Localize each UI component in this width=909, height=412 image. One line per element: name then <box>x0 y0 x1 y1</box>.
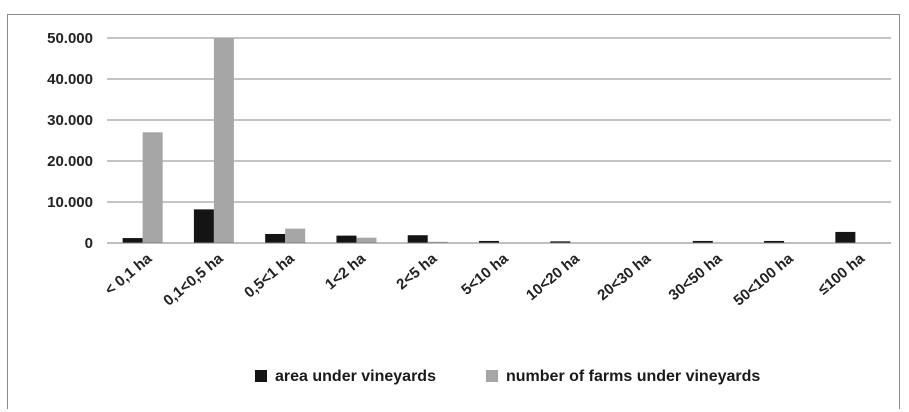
bar-farms <box>142 132 163 243</box>
legend: area under vineyards number of farms unde… <box>255 368 760 385</box>
legend-swatch-farms <box>486 370 498 382</box>
bar-area <box>835 231 856 243</box>
x-tick-label: 30<50 ha <box>666 250 726 304</box>
legend-swatch-area <box>255 370 267 382</box>
bar-area <box>193 209 214 243</box>
x-axis-tick-labels: < 0,1 ha 0,1<0,5 ha 0,5<1 ha 1<2 ha 2<5 ha 5<… <box>102 250 869 310</box>
bars <box>122 38 876 243</box>
chart-frame <box>7 14 900 409</box>
y-tick-label: 50.000 <box>47 30 93 47</box>
x-tick-label: 20<30 ha <box>594 250 654 304</box>
bar-farms <box>427 241 448 243</box>
bar-area <box>479 240 499 243</box>
x-tick-label: 2<5 ha <box>393 250 441 294</box>
bar-farms <box>285 228 306 243</box>
bar-area <box>764 240 785 243</box>
x-tick-label: 10<20 ha <box>523 250 583 304</box>
x-tick-label: 0,1<0,5 ha <box>160 250 227 310</box>
bar-farms <box>356 237 377 243</box>
x-tick-label: 0,5<1 ha <box>241 250 298 302</box>
y-tick-label: 10.000 <box>47 194 93 211</box>
x-tick-label: ≤100 ha <box>815 250 869 299</box>
bar-area <box>550 241 571 243</box>
y-tick-label: 40.000 <box>47 71 93 88</box>
y-tick-label: 0 <box>85 235 93 252</box>
y-tick-label: 30.000 <box>47 112 93 129</box>
legend-label-area: area under vineyards <box>275 368 436 385</box>
bar-area <box>692 240 713 243</box>
x-tick-label: 1<2 ha <box>322 250 370 294</box>
bar-area <box>265 233 286 243</box>
y-axis-tick-labels: 0 10.000 20.000 30.000 40.000 50.000 <box>47 30 93 252</box>
legend-label-farms: number of farms under vineyards <box>506 368 760 385</box>
bar-area <box>122 238 143 243</box>
bar-farms <box>213 38 234 243</box>
x-tick-label: 5<10 ha <box>458 250 512 299</box>
x-tick-label: 50<100 ha <box>730 250 797 310</box>
bar-area <box>407 235 428 243</box>
y-tick-label: 20.000 <box>47 153 93 170</box>
x-tick-label: < 0,1 ha <box>102 250 156 299</box>
gridlines <box>107 37 891 203</box>
bar-area <box>336 235 357 243</box>
